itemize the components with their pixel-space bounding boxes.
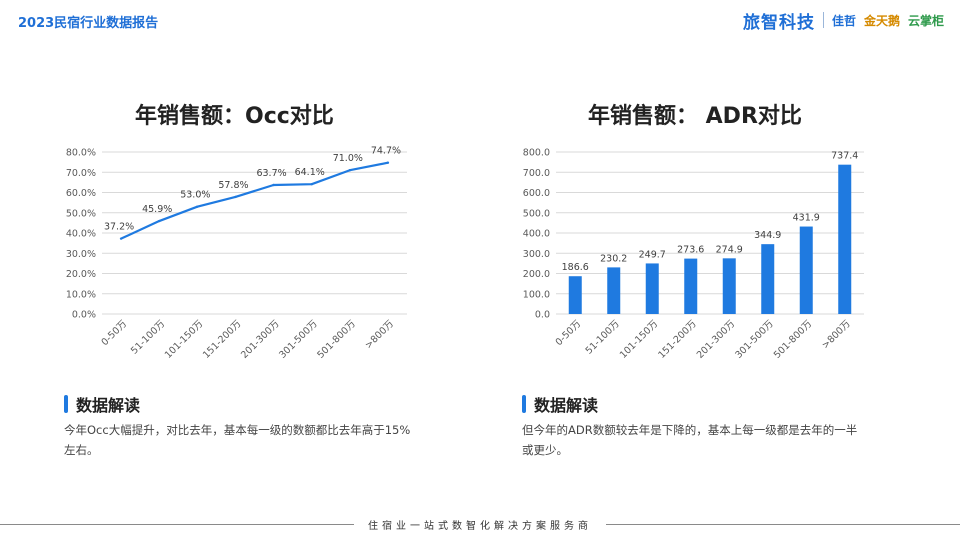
adr-y-tick-label: 400.0 — [523, 229, 550, 240]
occ-y-tick-label: 30.0% — [66, 249, 96, 260]
occ-data-point — [234, 195, 237, 199]
occ-y-tick-label: 70.0% — [66, 168, 96, 179]
report-title: 2023民宿行业数据报告 — [18, 16, 159, 31]
occ-data-label: 37.2% — [104, 222, 134, 233]
occ-data-point — [272, 183, 275, 187]
occ-y-tick-label: 80.0% — [66, 148, 96, 159]
logo-divider — [822, 12, 824, 28]
adr-data-label: 274.9 — [716, 244, 743, 255]
adr-data-label: 737.4 — [831, 151, 858, 162]
footer-rule-left — [0, 523, 354, 525]
occ-data-label: 74.7% — [371, 146, 401, 157]
adr-data-label: 249.7 — [639, 249, 666, 260]
occ-text-line-1: 今年Occ大幅提升，对比去年，基本每一级的数额都比去年高于15% — [64, 423, 411, 437]
adr-y-tick-label: 700.0 — [523, 168, 550, 179]
adr-bar-chart: 0.0 100.0 200.0 300.0 400.0 500.0 600.0 700.0 80… — [523, 148, 864, 361]
occ-data-label: 45.9% — [142, 204, 172, 215]
adr-interpretation-text: 但今年的ADR数额较去年是下降的，基本上每一级都是去年的一半 或更少。 — [522, 420, 902, 460]
adr-x-tick-label: >800万 — [820, 318, 853, 351]
adr-data-label: 186.6 — [562, 262, 589, 273]
adr-bar — [684, 258, 698, 314]
adr-bar — [761, 244, 775, 314]
adr-x-tick-label: 51-100万 — [584, 318, 622, 356]
logo-jiazhe: 佳哲 — [831, 13, 856, 28]
adr-bar — [838, 164, 852, 314]
adr-bar — [607, 267, 621, 314]
heading-accent-bar — [64, 395, 68, 413]
adr-bar — [799, 226, 813, 314]
occ-data-label: 63.7% — [256, 168, 286, 179]
logo-yunzhanggui: 云掌柜 — [907, 13, 944, 28]
occ-data-point — [348, 169, 352, 172]
logo-jintianwo: 金天鹅 — [863, 13, 900, 28]
occ-y-tick-label: 0.0% — [72, 310, 96, 321]
adr-x-tick-label: 201-300万 — [695, 318, 738, 361]
adr-data-label: 230.2 — [600, 253, 627, 264]
adr-data-label: 273.6 — [677, 245, 704, 256]
occ-data-point — [157, 219, 161, 223]
adr-x-tick-label: 101-150万 — [618, 318, 661, 361]
occ-data-point — [119, 237, 123, 240]
occ-y-tick-label: 10.0% — [66, 289, 96, 300]
adr-y-tick-label: 300.0 — [523, 249, 550, 260]
adr-bar — [722, 258, 736, 314]
adr-x-tick-label: 151-200万 — [656, 318, 699, 361]
occ-data-point — [196, 205, 199, 208]
occ-interpretation-text: 今年Occ大幅提升，对比去年，基本每一级的数额都比去年高于15% 左右。 — [64, 420, 444, 460]
adr-y-tick-label: 0.0 — [535, 310, 550, 321]
adr-y-tick-label: 800.0 — [523, 148, 550, 159]
footer: 住宿业一站式数智化解决方案服务商 — [0, 516, 960, 532]
occ-data-point — [310, 182, 313, 186]
adr-chart-title: 年销售额： ADR对比 — [588, 104, 802, 129]
occ-data-point — [386, 161, 390, 164]
occ-y-tick-label: 20.0% — [66, 269, 96, 280]
occ-data-label: 57.8% — [218, 180, 248, 191]
occ-data-label: 53.0% — [180, 190, 210, 201]
adr-x-tick-label: 501-800万 — [772, 318, 815, 361]
adr-x-tick-label: 301-500万 — [733, 318, 776, 361]
occ-y-tick-label: 50.0% — [66, 208, 96, 219]
adr-text-line-1: 但今年的ADR数额较去年是下降的，基本上每一级都是去年的一半 — [522, 423, 858, 437]
occ-data-label: 71.0% — [333, 153, 363, 164]
footer-tagline: 住宿业一站式数智化解决方案服务商 — [368, 520, 592, 532]
adr-bar — [568, 276, 582, 314]
adr-data-label: 431.9 — [793, 213, 820, 224]
adr-data-label: 344.9 — [754, 230, 781, 241]
adr-interpretation-heading: 数据解读 — [522, 392, 598, 416]
occ-data-label: 64.1% — [295, 167, 325, 178]
heading-label: 数据解读 — [534, 396, 599, 415]
footer-rule-right — [606, 523, 960, 525]
brand-logos: 旅智科技 佳哲 金天鹅 云掌柜 — [742, 9, 944, 33]
occ-series-line — [120, 161, 389, 240]
occ-y-tick-label: 40.0% — [66, 229, 96, 240]
logo-lvzhi: 旅智科技 — [742, 12, 815, 33]
occ-interpretation-heading: 数据解读 — [64, 392, 140, 416]
adr-y-tick-label: 100.0 — [523, 289, 550, 300]
adr-y-tick-label: 200.0 — [523, 269, 550, 280]
adr-x-tick-label: 0-50万 — [554, 318, 584, 348]
adr-text-line-2: 或更少。 — [522, 443, 568, 457]
adr-bar — [645, 263, 659, 314]
heading-accent-bar — [522, 395, 526, 413]
adr-y-tick-label: 600.0 — [523, 188, 550, 199]
occ-line-chart: 0.0% 10.0% 20.0% 30.0% 40.0% 50.0% 60.0% 70.0% 8… — [66, 146, 407, 361]
occ-y-tick-label: 60.0% — [66, 188, 96, 199]
occ-text-line-2: 左右。 — [64, 443, 99, 457]
adr-y-tick-label: 500.0 — [523, 208, 550, 219]
occ-chart-title: 年销售额：Occ对比 — [135, 104, 334, 129]
heading-label: 数据解读 — [76, 396, 141, 415]
